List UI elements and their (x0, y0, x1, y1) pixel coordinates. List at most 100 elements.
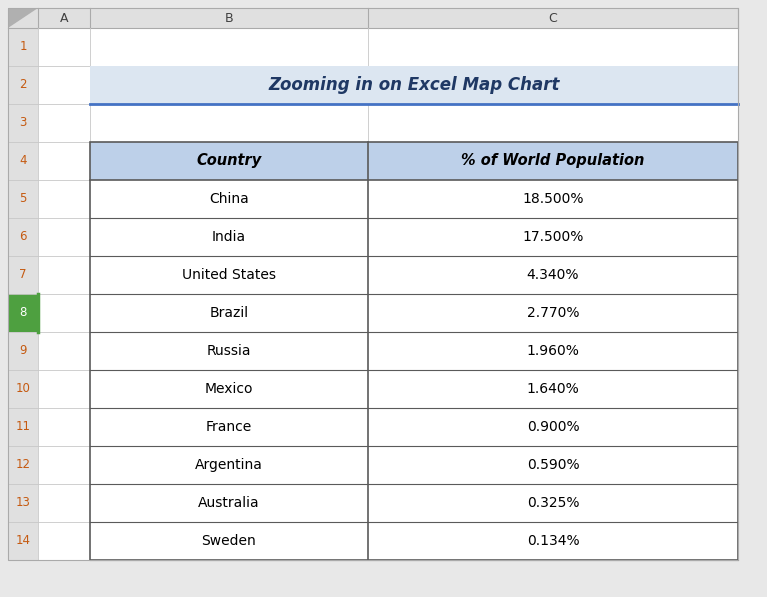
Bar (90, 66, 368, 104)
Bar (8, 180, 38, 218)
Bar (90, 370, 368, 408)
Text: Argentina: Argentina (195, 458, 263, 472)
Text: 1: 1 (19, 41, 27, 54)
Bar (90, 332, 738, 370)
Bar (38, 446, 90, 484)
Bar (90, 66, 738, 104)
Bar (90, 484, 738, 522)
Bar (8, 104, 38, 142)
Bar (38, 408, 90, 446)
Text: 0.325%: 0.325% (527, 496, 579, 510)
Bar (38, 332, 90, 370)
Bar (90, 408, 368, 446)
Text: 2: 2 (19, 78, 27, 91)
Bar (90, 28, 368, 66)
Bar (90, 408, 738, 446)
Text: United States: United States (182, 268, 276, 282)
Bar (8, 332, 38, 370)
Bar (90, 446, 738, 484)
Text: 6: 6 (19, 230, 27, 244)
Text: 13: 13 (15, 497, 31, 509)
Bar (90, 256, 738, 294)
Bar (38, 218, 90, 256)
Bar (368, 256, 738, 294)
Bar (38, 28, 90, 66)
Bar (368, 294, 738, 332)
Text: Brazil: Brazil (209, 306, 249, 320)
Bar (90, 8, 368, 28)
Bar (368, 142, 738, 180)
Text: Russia: Russia (207, 344, 252, 358)
Bar (8, 218, 38, 256)
Bar (368, 408, 738, 446)
Bar (8, 8, 738, 28)
Text: 7: 7 (19, 269, 27, 282)
Text: 4.340%: 4.340% (527, 268, 579, 282)
Bar (90, 218, 738, 256)
Bar (368, 370, 738, 408)
Bar (8, 484, 38, 522)
Bar (368, 218, 738, 256)
Bar (90, 446, 368, 484)
Text: 10: 10 (15, 383, 31, 395)
Bar (8, 446, 38, 484)
Bar (90, 522, 368, 560)
Text: 9: 9 (19, 344, 27, 358)
Text: 0.590%: 0.590% (527, 458, 579, 472)
Bar (368, 8, 738, 28)
Bar (90, 256, 368, 294)
Text: 11: 11 (15, 420, 31, 433)
Bar (90, 104, 368, 142)
Text: Country: Country (196, 153, 262, 168)
Bar (368, 180, 738, 218)
Bar (38, 104, 90, 142)
Bar (90, 332, 368, 370)
Bar (368, 104, 738, 142)
Bar (368, 522, 738, 560)
Bar (8, 408, 38, 446)
Text: B: B (225, 11, 233, 24)
Text: Zooming in on Excel Map Chart: Zooming in on Excel Map Chart (268, 76, 560, 94)
Text: 2.770%: 2.770% (527, 306, 579, 320)
Text: 3: 3 (19, 116, 27, 130)
Bar (38, 66, 90, 104)
Text: Australia: Australia (198, 496, 260, 510)
Bar (38, 294, 90, 332)
Bar (8, 256, 38, 294)
Text: France: France (206, 420, 252, 434)
Bar (8, 66, 38, 104)
Bar (8, 370, 38, 408)
Bar (368, 28, 738, 66)
Text: 14: 14 (15, 534, 31, 547)
Text: Mexico: Mexico (205, 382, 253, 396)
Bar (38, 484, 90, 522)
Bar (90, 142, 738, 180)
Text: 8: 8 (19, 306, 27, 319)
Bar (368, 484, 738, 522)
Text: 0.134%: 0.134% (527, 534, 579, 548)
Bar (8, 522, 38, 560)
Bar (90, 180, 738, 218)
Bar (38, 522, 90, 560)
Text: 0.900%: 0.900% (527, 420, 579, 434)
Bar (90, 180, 368, 218)
Bar (368, 66, 738, 104)
Bar (90, 142, 368, 180)
Bar (90, 294, 738, 332)
Bar (90, 218, 368, 256)
Text: 1.640%: 1.640% (527, 382, 579, 396)
Text: 4: 4 (19, 155, 27, 168)
Text: 18.500%: 18.500% (522, 192, 584, 206)
Bar (90, 370, 738, 408)
Text: India: India (212, 230, 246, 244)
Bar (38, 8, 90, 28)
Text: 12: 12 (15, 458, 31, 472)
Bar (38, 142, 90, 180)
Bar (90, 522, 738, 560)
Bar (90, 142, 738, 560)
Text: 5: 5 (19, 192, 27, 205)
Bar (90, 484, 368, 522)
Bar (38, 370, 90, 408)
Bar (8, 294, 38, 332)
Text: % of World Population: % of World Population (461, 153, 645, 168)
